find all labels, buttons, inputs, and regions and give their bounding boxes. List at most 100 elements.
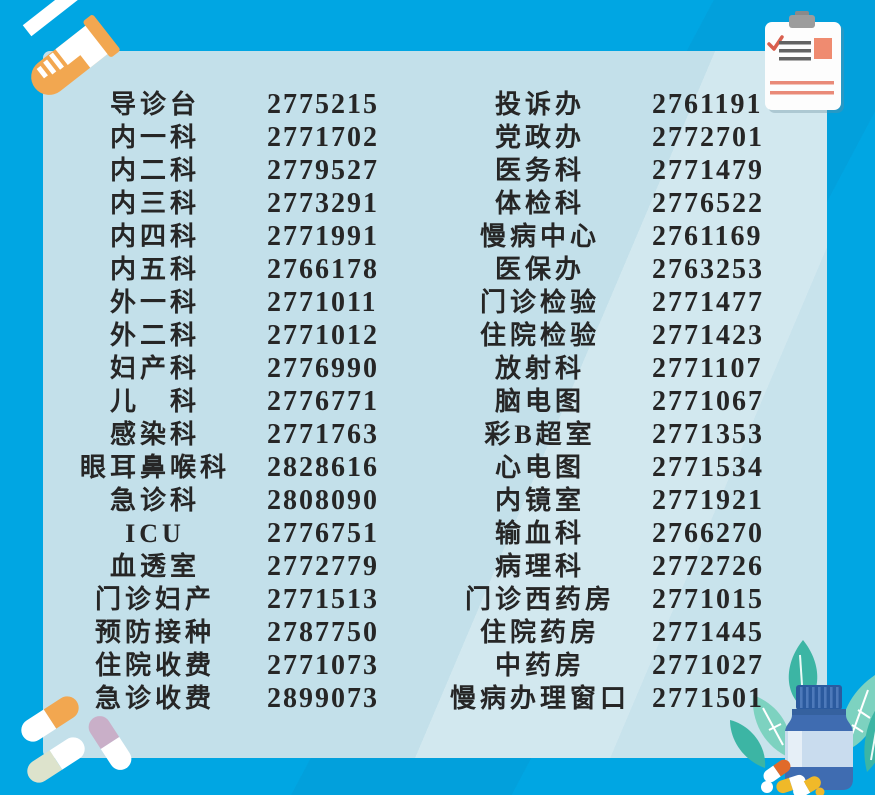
test-tube-icon xyxy=(22,0,120,95)
directory-panel: 导诊台 2775215 内一科 2771702 内二科 2779527 内三科 … xyxy=(43,51,827,758)
department-name: 急诊科 xyxy=(109,486,200,515)
round-pill-small xyxy=(815,787,825,795)
medicine-bottle-with-leaves-icon xyxy=(730,640,875,795)
phone-number: 2771991 xyxy=(267,221,379,252)
directory-row: 门诊妇产 2771513 xyxy=(55,583,387,616)
phone-number: 2771353 xyxy=(652,419,764,450)
phone-number: 2763253 xyxy=(652,254,764,285)
directory-row: 病理科 2772726 xyxy=(440,550,785,583)
department-name: 导诊台 xyxy=(109,90,200,119)
phone-number: 2771513 xyxy=(267,584,379,615)
phone-number: 2772701 xyxy=(652,122,764,153)
capsule-pills-icon xyxy=(21,696,132,783)
directory-column-left: 导诊台 2775215 内一科 2771702 内二科 2779527 内三科 … xyxy=(55,88,387,715)
phone-number: 2772779 xyxy=(267,551,379,582)
phone-number: 2773291 xyxy=(267,188,379,219)
department-name: 脑电图 xyxy=(494,387,585,416)
directory-row: 急诊科 2808090 xyxy=(55,484,387,517)
phone-number: 2771702 xyxy=(267,122,379,153)
department-name: 心电图 xyxy=(494,453,585,482)
department-name: 内一科 xyxy=(109,123,200,152)
phone-number: 2771011 xyxy=(267,287,378,318)
phone-number: 2771107 xyxy=(652,353,763,384)
phone-number: 2771534 xyxy=(652,452,764,483)
phone-number: 2899073 xyxy=(267,683,379,714)
department-name: 门诊妇产 xyxy=(94,585,215,614)
department-name: ICU xyxy=(125,519,185,548)
directory-row: 内一科 2771702 xyxy=(55,121,387,154)
phone-number: 2771445 xyxy=(652,617,764,648)
directory-row: 输血科 2766270 xyxy=(440,517,785,550)
department-name: 内镜室 xyxy=(494,486,585,515)
department-name: 血透室 xyxy=(109,552,200,581)
directory-row: 投诉办 2761191 xyxy=(440,88,785,121)
directory-row: 住院药房 2771445 xyxy=(440,616,785,649)
department-name: 外一科 xyxy=(109,288,200,317)
directory-row: 中药房 2771027 xyxy=(440,649,785,682)
department-name: 慢病办理窗口 xyxy=(449,684,630,713)
directory-column-right: 投诉办 2761191 党政办 2772701 医务科 2771479 体检科 … xyxy=(440,88,785,715)
phone-number: 2771477 xyxy=(652,287,764,318)
phone-number: 2771479 xyxy=(652,155,764,186)
phone-number: 2766178 xyxy=(267,254,379,285)
phone-number: 2828616 xyxy=(267,452,379,483)
department-name: 住院药房 xyxy=(479,618,600,647)
phone-number: 2787750 xyxy=(267,617,379,648)
phone-number: 2808090 xyxy=(267,485,379,516)
round-pill xyxy=(761,781,773,793)
department-name: 彩B超室 xyxy=(484,420,596,449)
department-name: 内二科 xyxy=(109,156,200,185)
phone-number: 2771073 xyxy=(267,650,379,681)
directory-row: 医务科 2771479 xyxy=(440,154,785,187)
phone-number: 2771921 xyxy=(652,485,764,516)
department-name: 病理科 xyxy=(494,552,585,581)
directory-row: 预防接种 2787750 xyxy=(55,616,387,649)
phone-number: 2771015 xyxy=(652,584,764,615)
directory-row: 内四科 2771991 xyxy=(55,220,387,253)
small-capsule-orange xyxy=(763,759,791,783)
phone-number: 2776990 xyxy=(267,353,379,384)
phone-number: 2779527 xyxy=(267,155,379,186)
department-name: 内三科 xyxy=(109,189,200,218)
department-name: 放射科 xyxy=(494,354,585,383)
directory-row: 门诊西药房 2771015 xyxy=(440,583,785,616)
department-name: 体检科 xyxy=(494,189,585,218)
phone-number: 2771763 xyxy=(267,419,379,450)
department-name: 儿 科 xyxy=(109,387,200,416)
phone-number: 2761169 xyxy=(652,221,763,252)
directory-row: 儿 科 2776771 xyxy=(55,385,387,418)
department-name: 中药房 xyxy=(494,651,585,680)
department-name: 投诉办 xyxy=(494,90,585,119)
phone-number: 2771012 xyxy=(267,320,379,351)
directory-row: 妇产科 2776990 xyxy=(55,352,387,385)
directory-row: 眼耳鼻喉科 2828616 xyxy=(55,451,387,484)
phone-number: 2776771 xyxy=(267,386,379,417)
directory-row: 急诊收费 2899073 xyxy=(55,682,387,715)
directory-row: 外二科 2771012 xyxy=(55,319,387,352)
department-name: 感染科 xyxy=(109,420,200,449)
department-name: 医务科 xyxy=(494,156,585,185)
department-name: 急诊收费 xyxy=(94,684,215,713)
department-name: 妇产科 xyxy=(109,354,200,383)
phone-number: 2776522 xyxy=(652,188,764,219)
directory-row: 慢病中心 2761169 xyxy=(440,220,785,253)
department-name: 眼耳鼻喉科 xyxy=(79,453,230,482)
department-name: 住院检验 xyxy=(479,321,600,350)
directory-row: 导诊台 2775215 xyxy=(55,88,387,121)
department-name: 预防接种 xyxy=(94,618,215,647)
phone-number: 2771501 xyxy=(652,683,764,714)
department-name: 住院收费 xyxy=(94,651,215,680)
department-name: 外二科 xyxy=(109,321,200,350)
phone-number: 2776751 xyxy=(267,518,379,549)
directory-row: 慢病办理窗口 2771501 xyxy=(440,682,785,715)
department-name: 党政办 xyxy=(494,123,585,152)
phone-directory: 导诊台 2775215 内一科 2771702 内二科 2779527 内三科 … xyxy=(43,51,827,715)
department-name: 输血科 xyxy=(494,519,585,548)
phone-number: 2775215 xyxy=(267,89,379,120)
small-capsule-yellow-2 xyxy=(793,776,821,795)
phone-number: 2772726 xyxy=(652,551,764,582)
directory-row: 脑电图 2771067 xyxy=(440,385,785,418)
department-name: 慢病中心 xyxy=(479,222,600,251)
phone-number: 2766270 xyxy=(652,518,764,549)
